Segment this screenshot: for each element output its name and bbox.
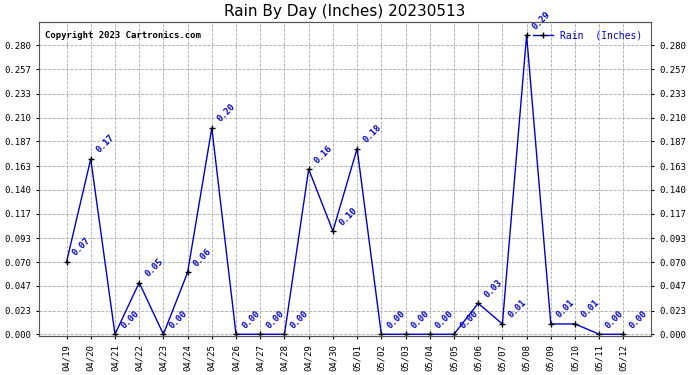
- Line: Rain  (Inches): Rain (Inches): [63, 32, 627, 337]
- Rain  (Inches): [353, 146, 362, 151]
- Rain  (Inches): [232, 332, 240, 336]
- Rain  (Inches): [377, 332, 386, 336]
- Rain  (Inches): [280, 332, 288, 336]
- Text: 0.00: 0.00: [264, 309, 286, 330]
- Rain  (Inches): [522, 33, 531, 38]
- Legend: Rain  (Inches): Rain (Inches): [529, 27, 647, 44]
- Text: 0.10: 0.10: [337, 206, 359, 227]
- Rain  (Inches): [111, 332, 119, 336]
- Rain  (Inches): [450, 332, 458, 336]
- Rain  (Inches): [498, 322, 506, 326]
- Rain  (Inches): [620, 332, 628, 336]
- Rain  (Inches): [159, 332, 168, 336]
- Text: 0.01: 0.01: [506, 298, 528, 320]
- Text: 0.00: 0.00: [458, 309, 480, 330]
- Text: 0.20: 0.20: [216, 102, 237, 124]
- Rain  (Inches): [426, 332, 434, 336]
- Rain  (Inches): [184, 270, 192, 274]
- Text: 0.03: 0.03: [482, 278, 504, 299]
- Rain  (Inches): [474, 301, 482, 306]
- Text: 0.00: 0.00: [628, 309, 649, 330]
- Rain  (Inches): [328, 229, 337, 233]
- Rain  (Inches): [135, 280, 144, 285]
- Text: 0.01: 0.01: [555, 298, 577, 320]
- Rain  (Inches): [402, 332, 410, 336]
- Rain  (Inches): [87, 157, 95, 161]
- Text: 0.07: 0.07: [70, 236, 92, 258]
- Text: 0.00: 0.00: [119, 309, 141, 330]
- Text: 0.00: 0.00: [434, 309, 455, 330]
- Rain  (Inches): [62, 260, 70, 264]
- Text: 0.00: 0.00: [168, 309, 189, 330]
- Text: 0.01: 0.01: [579, 298, 601, 320]
- Title: Rain By Day (Inches) 20230513: Rain By Day (Inches) 20230513: [224, 4, 466, 19]
- Text: 0.00: 0.00: [386, 309, 407, 330]
- Text: 0.18: 0.18: [362, 123, 383, 144]
- Text: 0.16: 0.16: [313, 144, 335, 165]
- Rain  (Inches): [256, 332, 264, 336]
- Text: 0.29: 0.29: [531, 9, 553, 31]
- Rain  (Inches): [571, 322, 579, 326]
- Rain  (Inches): [208, 126, 216, 130]
- Text: 0.00: 0.00: [240, 309, 262, 330]
- Text: 0.00: 0.00: [604, 309, 625, 330]
- Text: Copyright 2023 Cartronics.com: Copyright 2023 Cartronics.com: [45, 31, 201, 40]
- Rain  (Inches): [304, 167, 313, 171]
- Rain  (Inches): [546, 322, 555, 326]
- Text: 0.06: 0.06: [192, 247, 213, 268]
- Text: 0.00: 0.00: [410, 309, 431, 330]
- Text: 0.00: 0.00: [288, 309, 311, 330]
- Text: 0.05: 0.05: [144, 257, 165, 279]
- Rain  (Inches): [595, 332, 603, 336]
- Text: 0.17: 0.17: [95, 133, 117, 155]
